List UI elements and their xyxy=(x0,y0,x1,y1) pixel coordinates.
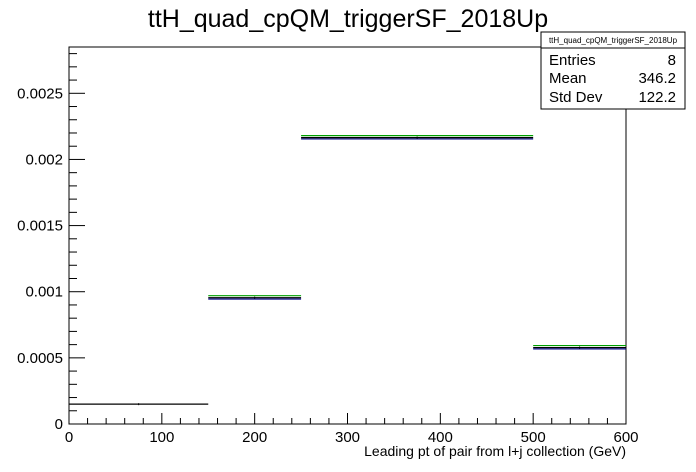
x-axis-title: Leading pt of pair from l+j collection (… xyxy=(364,443,626,459)
stats-stddev-label: Std Dev xyxy=(549,89,603,106)
stats-box-title: ttH_quad_cpQM_triggerSF_2018Up xyxy=(549,36,678,45)
y-tick-label: 0.0015 xyxy=(17,218,63,235)
y-tick-label: 0 xyxy=(55,416,63,433)
histogram-bins xyxy=(69,135,626,406)
stats-stddev-value: 122.2 xyxy=(638,89,676,106)
y-tick-label: 0.0005 xyxy=(17,350,63,367)
y-tick-label: 0.001 xyxy=(25,284,63,301)
stats-mean-value: 346.2 xyxy=(638,70,676,87)
chart-title: ttH_quad_cpQM_triggerSF_2018Up xyxy=(148,5,548,33)
x-tick-label: 100 xyxy=(149,429,174,446)
stats-box-frame xyxy=(540,31,686,110)
x-tick-label: 400 xyxy=(428,429,453,446)
stats-entries-value: 8 xyxy=(668,52,676,69)
stats-entries-label: Entries xyxy=(549,52,596,69)
x-tick-label: 0 xyxy=(65,429,73,446)
x-tick-label: 600 xyxy=(613,429,638,446)
x-tick-label: 300 xyxy=(335,429,360,446)
y-tick-label: 0.002 xyxy=(25,151,63,168)
stats-mean-label: Mean xyxy=(549,70,587,87)
x-tick-label: 200 xyxy=(242,429,267,446)
x-tick-label: 500 xyxy=(521,429,546,446)
y-tick-label: 0.0025 xyxy=(17,85,63,102)
stats-box: ttH_quad_cpQM_triggerSF_2018Up Entries 8… xyxy=(540,31,686,110)
axis-ticks: 0 100 200 300 400 500 600 0 0.0005 0.001 0.0015 0.0… xyxy=(17,53,639,446)
